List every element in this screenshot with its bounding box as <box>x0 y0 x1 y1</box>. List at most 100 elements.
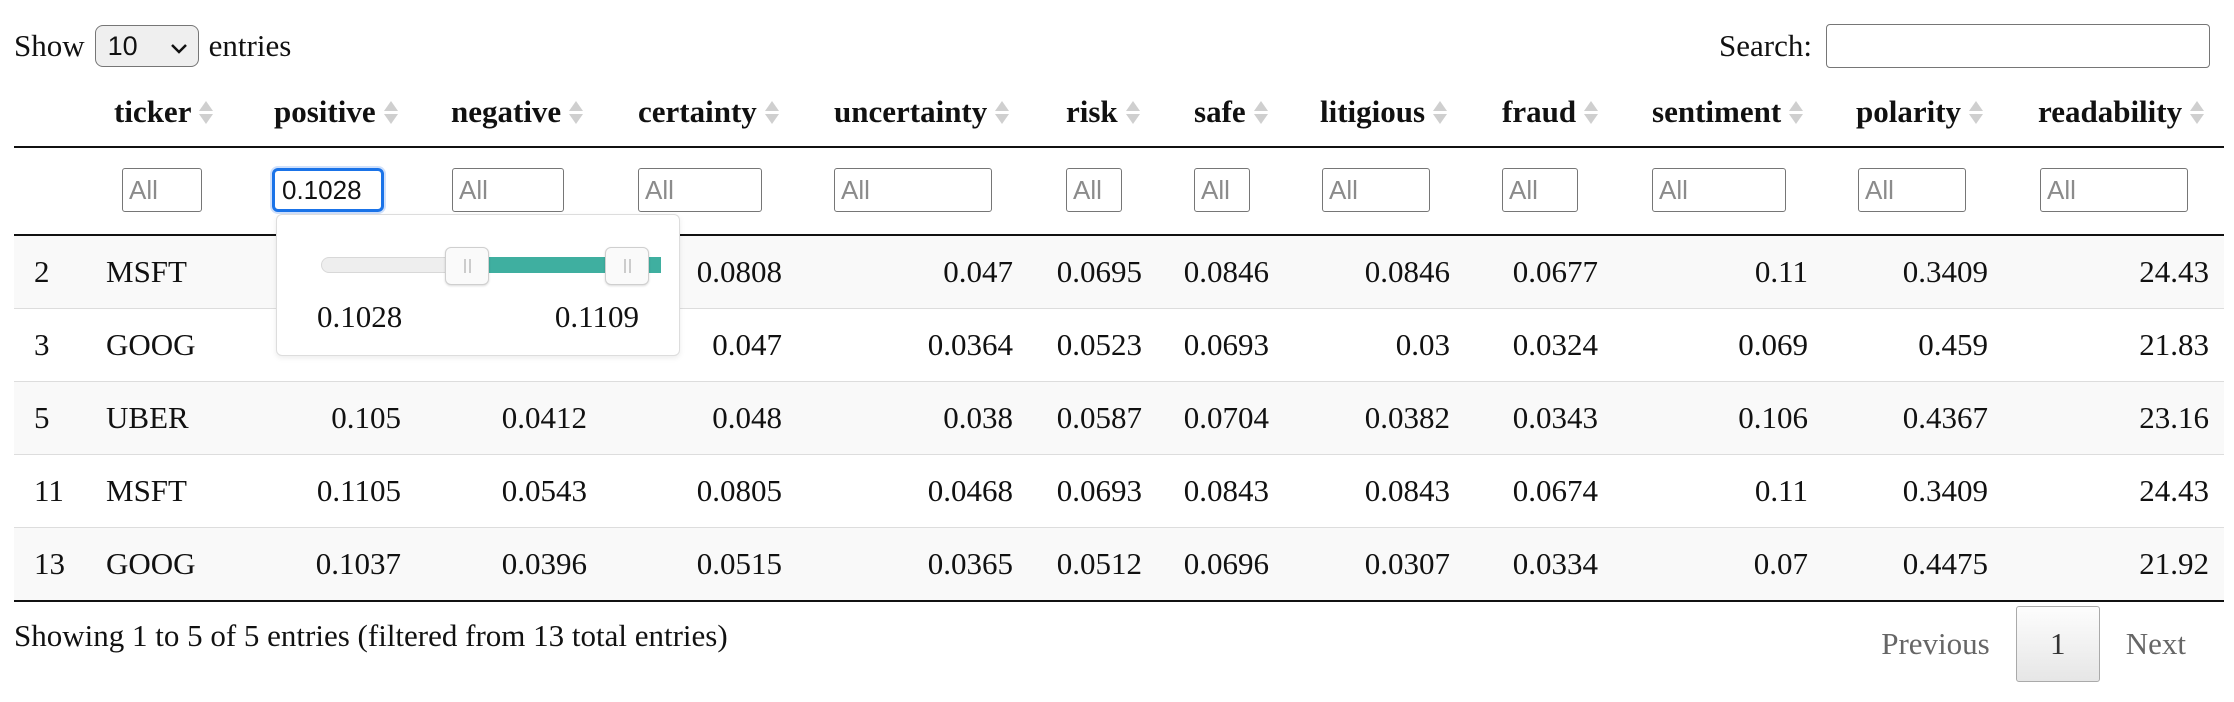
search-input[interactable] <box>1826 24 2210 68</box>
sort-icon <box>995 100 1010 124</box>
chevron-down-icon <box>170 22 188 70</box>
column-header-certainty[interactable]: certainty <box>638 78 779 146</box>
cell-sentiment: 0.07 <box>1753 546 1808 581</box>
cell-row-id: 3 <box>34 327 50 362</box>
cell-fraud: 0.0677 <box>1512 254 1598 289</box>
filter-polarity[interactable]: All <box>1858 168 1966 212</box>
entries-label: entries <box>208 28 292 63</box>
sort-icon <box>1584 100 1599 124</box>
filter-readability[interactable]: All <box>2040 168 2188 212</box>
cell-row-id: 5 <box>34 400 50 435</box>
cell-certainty: 0.0808 <box>696 254 782 289</box>
previous-page-button[interactable]: Previous <box>1881 626 1990 661</box>
page-length-select[interactable]: 10 <box>94 22 199 70</box>
table-controls: Show 10 entries Search: <box>14 22 2210 70</box>
cell-sentiment: 0.069 <box>1738 327 1808 362</box>
table-row[interactable]: 5 UBER 0.105 0.0412 0.048 0.038 0.0587 0… <box>14 382 2224 455</box>
column-header-positive[interactable]: positive <box>274 78 398 146</box>
cell-positive: 0.105 <box>331 400 401 435</box>
filter-litigious[interactable]: All <box>1322 168 1430 212</box>
cell-ticker: GOOG <box>106 546 196 581</box>
cell-readability: 24.43 <box>2139 254 2209 289</box>
cell-readability: 23.16 <box>2139 400 2209 435</box>
table-row[interactable]: 11 MSFT 0.1105 0.0543 0.0805 0.0468 0.06… <box>14 455 2224 528</box>
cell-litigious: 0.0846 <box>1364 254 1450 289</box>
pagination: Previous 1 Next <box>1855 606 2212 682</box>
cell-risk: 0.0523 <box>1056 327 1142 362</box>
cell-polarity: 0.459 <box>1918 327 1988 362</box>
slider-max-value: 0.1109 <box>554 299 639 334</box>
next-page-button[interactable]: Next <box>2125 626 2186 661</box>
search-control: Search: <box>1719 22 2210 70</box>
cell-sentiment: 0.11 <box>1754 254 1808 289</box>
cell-row-id: 13 <box>34 546 65 581</box>
page-length-value: 10 <box>107 31 138 61</box>
table-row[interactable]: 3 GOOG 0.047 0.0364 0.0523 0.0693 0.03 0… <box>14 309 2224 382</box>
cell-ticker: MSFT <box>106 473 187 508</box>
cell-uncertainty: 0.0364 <box>927 327 1013 362</box>
cell-litigious: 0.0382 <box>1364 400 1450 435</box>
table-info: Showing 1 to 5 of 5 entries (filtered fr… <box>14 618 728 653</box>
cell-readability: 21.83 <box>2139 327 2209 362</box>
column-header-uncertainty[interactable]: uncertainty <box>834 78 1010 146</box>
sort-icon <box>1789 100 1804 124</box>
range-filter-popup: 0.1028 0.1109 <box>276 214 680 356</box>
filter-sentiment[interactable]: All <box>1652 168 1786 212</box>
cell-fraud: 0.0334 <box>1512 546 1598 581</box>
cell-litigious: 0.0307 <box>1364 546 1450 581</box>
sort-icon <box>1125 100 1140 124</box>
cell-negative: 0.0396 <box>501 546 587 581</box>
column-header-ticker[interactable]: ticker <box>114 78 214 146</box>
slider-min-handle[interactable] <box>445 247 489 285</box>
column-header-sentiment[interactable]: sentiment <box>1652 78 1804 146</box>
sort-icon <box>199 100 214 124</box>
cell-row-id: 2 <box>34 254 50 289</box>
cell-safe: 0.0704 <box>1183 400 1269 435</box>
cell-readability: 24.43 <box>2139 473 2209 508</box>
slider-max-handle[interactable] <box>605 247 649 285</box>
column-header-polarity[interactable]: polarity <box>1856 78 1984 146</box>
column-header-risk[interactable]: risk <box>1066 78 1140 146</box>
cell-safe: 0.0846 <box>1183 254 1269 289</box>
search-label: Search: <box>1719 28 1812 63</box>
filter-negative[interactable]: All <box>452 168 564 212</box>
cell-readability: 21.92 <box>2139 546 2209 581</box>
sort-icon <box>764 100 779 124</box>
cell-certainty: 0.0515 <box>696 546 782 581</box>
cell-polarity: 0.4367 <box>1902 400 1988 435</box>
filter-positive[interactable]: 0.1028 <box>272 168 384 212</box>
cell-safe: 0.0843 <box>1183 473 1269 508</box>
sort-icon <box>383 100 398 124</box>
page-1-button[interactable]: 1 <box>2015 606 2100 682</box>
cell-safe: 0.0696 <box>1183 546 1269 581</box>
sort-icon <box>1433 100 1448 124</box>
page-length-control: Show 10 entries <box>14 22 291 70</box>
column-header-fraud[interactable]: fraud <box>1502 78 1599 146</box>
sort-icon <box>1969 100 1984 124</box>
filter-fraud[interactable]: All <box>1502 168 1578 212</box>
table-row[interactable]: 13 GOOG 0.1037 0.0396 0.0515 0.0365 0.05… <box>14 528 2224 602</box>
filter-ticker[interactable]: All <box>122 168 202 212</box>
cell-sentiment: 0.106 <box>1738 400 1808 435</box>
filter-risk[interactable]: All <box>1066 168 1122 212</box>
column-header-litigious[interactable]: litigious <box>1320 78 1448 146</box>
cell-fraud: 0.0324 <box>1512 327 1598 362</box>
cell-negative: 0.0543 <box>501 473 587 508</box>
cell-uncertainty: 0.0468 <box>927 473 1013 508</box>
cell-certainty: 0.048 <box>712 400 782 435</box>
cell-risk: 0.0587 <box>1056 400 1142 435</box>
cell-uncertainty: 0.047 <box>943 254 1013 289</box>
cell-certainty: 0.047 <box>712 327 782 362</box>
column-header-readability[interactable]: readability <box>2038 78 2205 146</box>
cell-ticker: UBER <box>106 400 189 435</box>
cell-positive: 0.1105 <box>316 473 401 508</box>
cell-ticker: MSFT <box>106 254 187 289</box>
column-header-negative[interactable]: negative <box>451 78 584 146</box>
cell-safe: 0.0693 <box>1183 327 1269 362</box>
filter-safe[interactable]: All <box>1194 168 1250 212</box>
filter-uncertainty[interactable]: All <box>834 168 992 212</box>
column-header-safe[interactable]: safe <box>1194 78 1268 146</box>
cell-uncertainty: 0.038 <box>943 400 1013 435</box>
filter-certainty[interactable]: All <box>638 168 762 212</box>
cell-certainty: 0.0805 <box>696 473 782 508</box>
